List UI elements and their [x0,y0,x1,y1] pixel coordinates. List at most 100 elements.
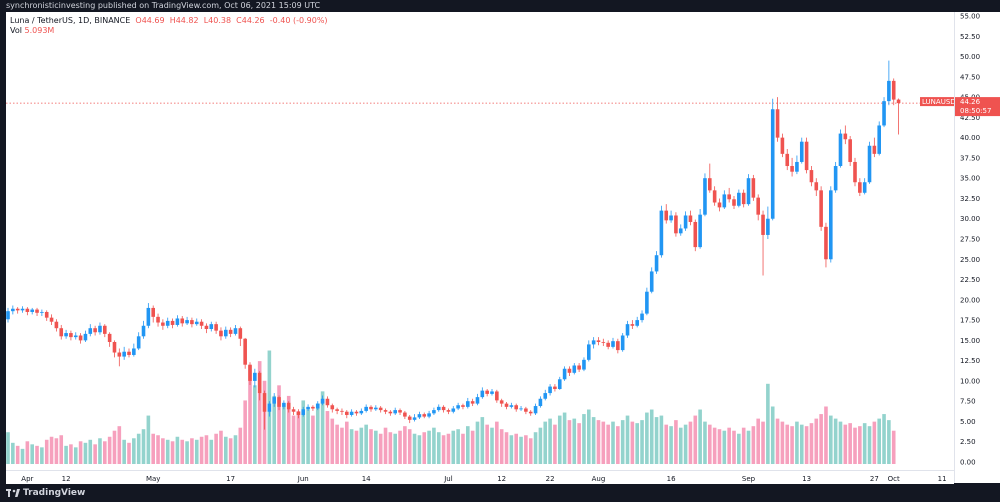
x-tick-label: Apr [21,475,33,483]
candle-body [161,322,165,326]
y-tick-label: 7.50 [960,398,976,406]
volume-bar [359,427,364,464]
x-tick-label: 11 [938,475,947,483]
publisher-line: synchronisticinvesting published on Trad… [6,1,321,10]
volume-bar [311,415,315,464]
candle-body [824,226,828,260]
volume-bar [393,433,397,464]
candle-body [136,336,141,349]
candle [591,337,596,349]
candle [165,317,170,329]
volume-bar [112,430,117,464]
candle [819,186,823,231]
candle-body [228,329,233,334]
volume-bar [504,432,509,464]
volume-bar [291,415,296,464]
legend-symbol[interactable]: Luna / TetherUS, 1D, BINANCE [10,16,131,25]
candle-body [345,411,349,415]
candle [407,414,412,424]
candle [20,306,25,313]
volume-bar [335,424,339,464]
candle-body [44,311,49,318]
candle-body [272,397,276,404]
plot-area[interactable]: LUNAUSDT [6,12,954,483]
candle-body [233,328,238,334]
candle-body [35,309,39,313]
candle [374,405,378,411]
volume-bar [524,435,528,464]
candle [412,414,417,422]
volume-bar [330,418,335,464]
y-tick-label: 52.50 [960,33,980,41]
candle-body [30,309,34,312]
time-axis[interactable]: Apr 12 May 17 Jun 14 Jul 12 22 Aug 16 Sep 13 27 Oct 11 [6,470,954,484]
candle [795,155,799,175]
candle-body [737,192,741,206]
volume-bar [272,395,276,464]
volume-bar [683,424,688,464]
y-tick-label: 17.50 [960,317,980,325]
symbol-tag-plot [920,97,954,107]
volume-bar [533,432,538,464]
candle [872,137,877,158]
candle [141,320,146,339]
candle [345,410,349,419]
candle [548,384,552,396]
volume-bar [412,433,417,464]
candle-body [654,255,659,272]
volume-bar [83,442,88,464]
volume-bar [432,427,436,464]
candle-body [219,330,223,337]
candle [282,400,286,410]
volume-bar [843,424,848,464]
volume-bar [761,421,765,464]
candle-body [838,133,843,167]
candle-body [456,405,460,409]
candle [233,324,238,336]
candle-body [557,379,562,390]
x-tick-label: 12 [62,475,71,483]
price-axis[interactable]: 0.00 2.50 5.00 7.50 10.00 12.50 15.00 17.50 20.0… [954,12,1000,483]
legend-change: -0.40 (-0.90%) [269,16,328,25]
candle [49,314,54,325]
volume-bar [446,433,451,464]
candle [446,408,451,415]
x-tick-label: 22 [546,475,555,483]
volume-bar [44,439,49,464]
candle [194,318,199,326]
candle-body [369,406,373,410]
candle [204,323,209,334]
candle-body [306,406,310,410]
y-tick-label: 20.00 [960,296,980,304]
volume-bar [669,426,673,464]
legend-high: H44.82 [169,16,199,25]
candle [199,319,204,330]
y-tick-label: 50.00 [960,53,980,61]
candle [732,196,736,209]
volume-bar [848,423,852,464]
candle-body [393,410,397,414]
volume-bar [151,433,155,464]
volume-bar [649,409,654,464]
candle-body [291,409,296,412]
candle-body [204,325,209,330]
candle-body [103,325,107,334]
volume-bar [785,424,790,464]
candle-body [790,166,794,172]
volume-bar [601,421,606,464]
candle-body [388,411,393,414]
candle-body [712,190,717,203]
footer-brand[interactable]: TradingView [6,485,85,501]
candle-body [732,199,736,206]
volume-bar [436,432,441,464]
candle-body [524,408,528,412]
candle-body [243,338,247,365]
candle-body [630,324,635,326]
candle-body [311,406,315,409]
x-tick-label: 14 [362,475,371,483]
y-tick-label: 40.00 [960,134,980,142]
candle [364,404,368,413]
candle [11,305,15,315]
volume-bar [238,427,243,464]
candle-body [543,393,548,399]
